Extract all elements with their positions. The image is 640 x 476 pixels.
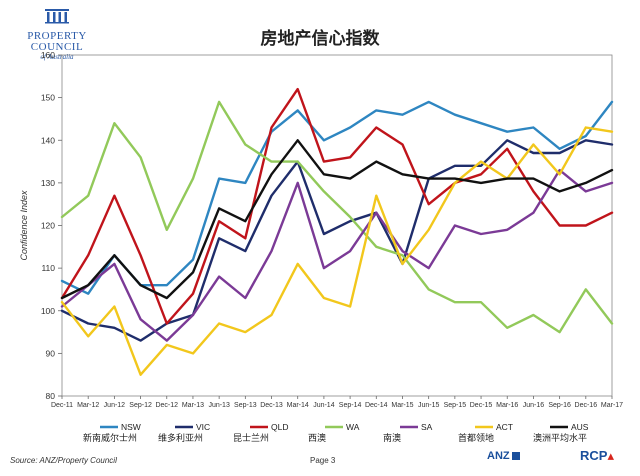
x-tick-label: Jun-14 xyxy=(313,402,335,409)
source-note: Source: ANZ/Property Council xyxy=(10,456,117,465)
x-tick-label: Jun-16 xyxy=(523,402,545,409)
y-tick-label: 120 xyxy=(41,221,55,231)
legend-label-nsw: NSW xyxy=(121,422,141,432)
x-tick-label: Mar-15 xyxy=(391,402,413,409)
rcp-mark-icon: ▴ xyxy=(607,448,614,463)
x-tick-label: Sep-13 xyxy=(234,402,257,409)
y-tick-label: 130 xyxy=(41,178,55,188)
x-tick-label: Dec-14 xyxy=(365,402,388,409)
legend-label-act: ACT xyxy=(496,422,513,432)
x-tick-label: Jun-13 xyxy=(208,402,230,409)
series-line-nsw xyxy=(60,100,614,295)
chart-axes: 80 90 100 110 120 130 140 150 160 Dec-11 Mar-12 Jun… xyxy=(19,50,623,409)
x-tick-label: Sep-15 xyxy=(444,402,467,409)
plot-frame xyxy=(61,54,613,397)
series-line-qld xyxy=(60,87,614,325)
y-tick-label: 90 xyxy=(46,348,56,358)
logo-line-3: of Australia xyxy=(40,53,74,61)
legend-label-cn-qld: 昆士兰州 xyxy=(233,432,269,444)
x-tick-label: Jun-12 xyxy=(104,402,126,409)
rcp-logo-text: RCP xyxy=(580,448,608,463)
legend-label-cn-vic: 维多利亚州 xyxy=(158,432,203,444)
x-tick-label: Sep-16 xyxy=(548,402,571,409)
series-line-sa xyxy=(60,168,614,342)
series-line-aus xyxy=(60,139,614,300)
x-tick-label: Mar-17 xyxy=(601,402,623,409)
y-tick-label: 160 xyxy=(41,50,55,60)
y-tick-label: 100 xyxy=(41,306,55,316)
legend-label-cn-nsw: 新南威尔士州 xyxy=(83,432,137,444)
rcp-logo: RCP▴ xyxy=(580,448,614,464)
legend-label-cn-act: 首都领地 xyxy=(458,432,494,444)
x-tick-label: Mar-13 xyxy=(182,402,204,409)
legend-label-cn-sa: 南澳 xyxy=(383,432,401,444)
property-council-logo: PROPERTY COUNCIL of Australia xyxy=(16,8,98,62)
page-number: Page 3 xyxy=(310,456,336,465)
legend-label-wa: WA xyxy=(346,422,360,432)
legend-label-qld: QLD xyxy=(271,422,288,432)
logo-line-2: COUNCIL xyxy=(30,41,84,53)
series-line-wa xyxy=(60,100,614,334)
logo-line-1: PROPERTY xyxy=(27,30,87,42)
x-tick-label: Dec-11 xyxy=(51,402,73,409)
anz-logo-text: ANZ xyxy=(487,450,510,462)
legend-label-cn-aus: 澳洲平均水平 xyxy=(533,432,587,444)
y-tick-label: 140 xyxy=(41,135,55,145)
chart-title: 房地产信心指数 xyxy=(260,29,380,49)
legend-label-aus: AUS xyxy=(571,422,589,432)
y-axis-label: Confidence Index xyxy=(19,190,29,261)
pillars-icon xyxy=(45,9,69,24)
anz-logo: ANZ xyxy=(487,450,545,466)
x-tick-label: Dec-12 xyxy=(155,402,178,409)
series-line-act xyxy=(60,126,614,376)
x-tick-label: Dec-15 xyxy=(470,402,493,409)
y-tick-label: 80 xyxy=(46,391,56,401)
legend-label-sa: SA xyxy=(421,422,433,432)
x-tick-label: Sep-12 xyxy=(129,402,152,409)
x-tick-label: Jun-15 xyxy=(418,402,440,409)
x-tick-label: Mar-12 xyxy=(77,402,99,409)
x-tick-label: Dec-16 xyxy=(575,402,598,409)
y-tick-label: 110 xyxy=(41,263,55,273)
anz-people-icon xyxy=(511,452,520,461)
chart-series-lines xyxy=(60,87,614,376)
legend-label-cn-wa: 西澳 xyxy=(308,432,326,444)
x-tick-label: Mar-16 xyxy=(496,402,518,409)
x-tick-label: Sep-14 xyxy=(339,402,362,409)
x-tick-label: Dec-13 xyxy=(260,402,283,409)
y-tick-label: 150 xyxy=(41,93,55,103)
legend-label-vic: VIC xyxy=(196,422,210,432)
x-tick-label: Mar-14 xyxy=(287,402,309,409)
series-line-vic xyxy=(60,139,614,342)
